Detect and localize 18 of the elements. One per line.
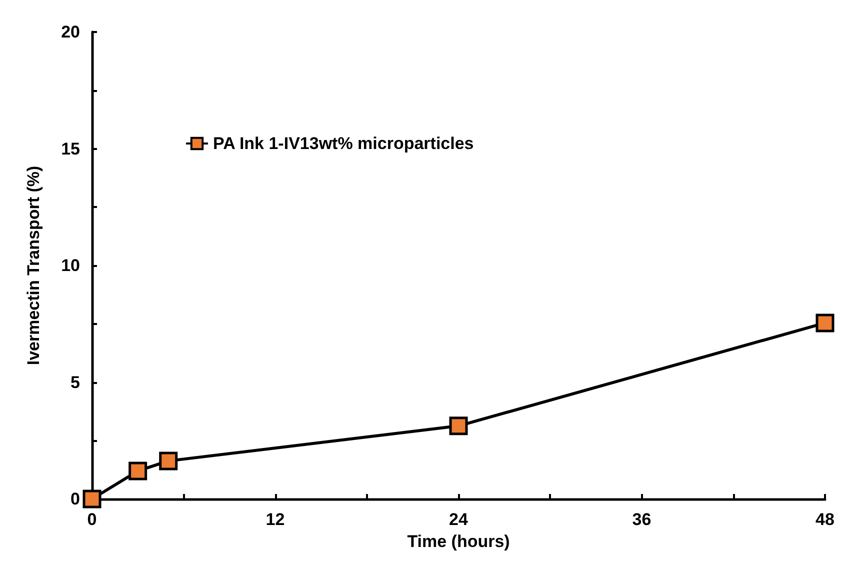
y-tick-label: 0 <box>70 490 80 508</box>
point <box>82 490 102 508</box>
point <box>449 416 468 436</box>
point <box>128 462 148 480</box>
y-tick-label: 5 <box>70 372 80 392</box>
legend-label: PA Ink 1-IV13wt% microparticles <box>213 134 474 153</box>
x-tick-label: 48 <box>816 510 834 529</box>
x-tick-label: 0 <box>87 510 97 529</box>
y-tick-label: 15 <box>61 139 80 158</box>
y-axis-title: Ivermectin Transport (%) <box>24 166 43 366</box>
point <box>816 314 834 332</box>
y-tick-label: 10 <box>61 256 80 275</box>
y-tick-label: 20 <box>61 22 80 42</box>
x-tick-label: 36 <box>632 510 652 529</box>
x-tick-label: 24 <box>449 510 468 529</box>
point <box>159 452 178 470</box>
x-tick-label: 12 <box>266 510 285 529</box>
x-axis-title: Time (hours) <box>407 532 510 551</box>
